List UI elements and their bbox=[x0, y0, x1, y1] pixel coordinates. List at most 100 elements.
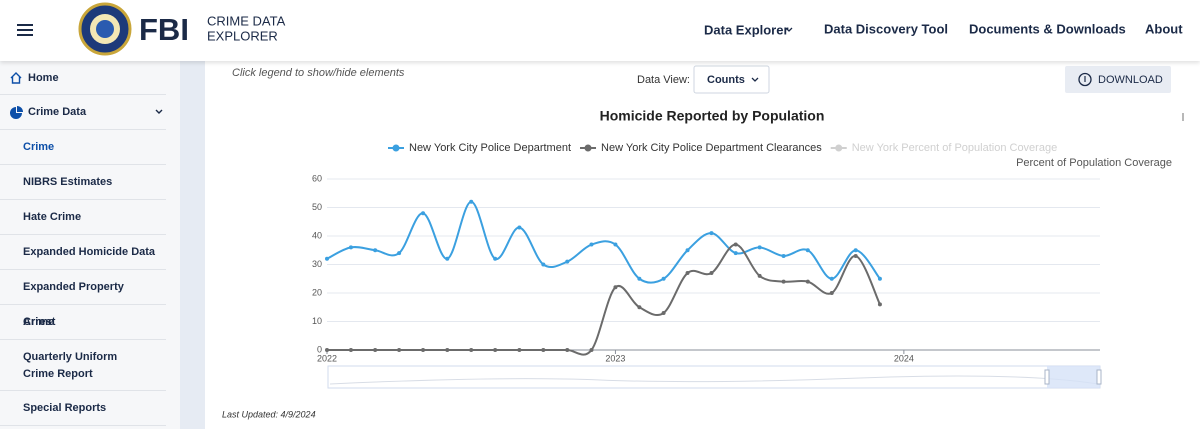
data-point bbox=[805, 279, 810, 284]
y2-axis-label: Percent of Population Coverage bbox=[1016, 157, 1172, 169]
data-point bbox=[541, 262, 546, 267]
fbi-seal[interactable] bbox=[78, 2, 132, 56]
data-point bbox=[445, 348, 450, 352]
sidebar-label[interactable]: Crime bbox=[23, 141, 55, 153]
data-point bbox=[853, 253, 858, 258]
data-point bbox=[373, 348, 378, 352]
data-point bbox=[397, 348, 402, 352]
data-point bbox=[829, 291, 834, 295]
data-point bbox=[325, 256, 329, 261]
sidebar-label[interactable]: Arrest bbox=[23, 316, 56, 328]
data-point bbox=[877, 302, 882, 307]
select-value[interactable]: Counts bbox=[707, 74, 745, 86]
legend-label[interactable]: New York Percent of Population Coverage bbox=[852, 142, 1057, 154]
legend-swatch[interactable] bbox=[392, 144, 400, 152]
data-point bbox=[661, 310, 666, 315]
sidebar-item[interactable]: Home bbox=[0, 61, 166, 95]
data-point bbox=[373, 248, 378, 253]
data-point bbox=[877, 276, 882, 281]
data-point bbox=[709, 271, 714, 276]
legend-swatch[interactable] bbox=[584, 144, 592, 152]
logo-text[interactable]: FBI bbox=[139, 12, 189, 47]
sidebar-item[interactable]: Hate Crime bbox=[0, 200, 166, 235]
last-updated: Last Updated: 4/9/2024 bbox=[222, 409, 316, 419]
y-tick-label: 40 bbox=[312, 230, 322, 240]
sidebar-item[interactable]: Special Reports bbox=[0, 391, 166, 426]
data-point bbox=[781, 253, 786, 258]
nav-item[interactable]: Documents & Downloads bbox=[969, 21, 1126, 36]
y-tick-label: 0 bbox=[317, 344, 322, 354]
data-point bbox=[469, 348, 474, 352]
menu-button[interactable] bbox=[17, 24, 33, 36]
nav-item[interactable]: Data Explorer bbox=[704, 22, 789, 37]
sidebar-item[interactable]: Quarterly Uniform Crime Report bbox=[0, 340, 166, 391]
brand-line[interactable]: EXPLORER bbox=[207, 28, 278, 43]
y-tick-label: 10 bbox=[312, 316, 322, 326]
main: Click legend to show/hide elements Data … bbox=[222, 65, 1184, 419]
sidebar-item[interactable]: Arrest bbox=[0, 305, 166, 340]
download-button[interactable]: DOWNLOAD bbox=[1065, 66, 1171, 93]
legend-label[interactable]: New York City Police Department bbox=[409, 142, 571, 154]
data-point bbox=[853, 248, 858, 253]
data-point bbox=[589, 242, 594, 247]
data-point bbox=[541, 348, 546, 352]
data-point bbox=[325, 348, 329, 352]
sidebar-item[interactable]: Expanded Property Crime bbox=[0, 270, 166, 328]
legend-swatch[interactable] bbox=[835, 144, 843, 152]
sidebar-label[interactable]: NIBRS Estimates bbox=[23, 176, 113, 188]
sidebar-label[interactable]: Home bbox=[28, 72, 59, 84]
hint: Click legend to show/hide elements bbox=[232, 67, 405, 79]
data-point bbox=[348, 348, 353, 352]
data-point bbox=[637, 305, 642, 310]
data-point bbox=[757, 245, 762, 250]
data-point bbox=[517, 225, 522, 230]
sidebar-label[interactable]: Expanded Homicide Data bbox=[23, 246, 156, 258]
x-tick-label: 2022 bbox=[317, 353, 337, 363]
sidebar-label[interactable]: Special Reports bbox=[23, 402, 107, 414]
data-point bbox=[637, 276, 642, 281]
x-tick-label: 2024 bbox=[894, 353, 914, 363]
data-point bbox=[517, 348, 522, 352]
sidebar-item[interactable]: NIBRS Estimates bbox=[0, 165, 166, 200]
chart-title: Homicide Reported by Population bbox=[600, 108, 825, 124]
x-tick-label: 2023 bbox=[605, 353, 625, 363]
sidebar-item[interactable]: Crime bbox=[0, 130, 166, 165]
nav-chevron bbox=[785, 27, 793, 32]
sidebar-item[interactable]: Crime Data bbox=[0, 95, 166, 130]
data-point bbox=[565, 348, 570, 352]
data-zoom[interactable] bbox=[327, 365, 1102, 389]
data-view-label: Data View: bbox=[637, 74, 690, 86]
data-point bbox=[348, 245, 353, 250]
sidebar-label[interactable]: Quarterly Uniform Crime Report bbox=[23, 351, 118, 380]
brand-line[interactable]: CRIME DATA bbox=[207, 13, 286, 28]
sidebar-item[interactable]: Expanded Homicide Data bbox=[0, 235, 166, 270]
data-point bbox=[613, 285, 618, 290]
series-line bbox=[327, 243, 881, 356]
pie-icon bbox=[10, 105, 23, 119]
sidebar-label[interactable]: Crime Data bbox=[28, 106, 87, 118]
series-line bbox=[326, 200, 881, 284]
header: FBI CRIME DATA EXPLORER Data Explorer Da… bbox=[0, 0, 1200, 61]
download-label[interactable]: DOWNLOAD bbox=[1098, 74, 1163, 86]
legend-label[interactable]: New York City Police Department Clearanc… bbox=[601, 142, 822, 154]
sidebar-label[interactable]: Expanded Property Crime bbox=[23, 281, 124, 328]
y-tick-label: 60 bbox=[312, 173, 322, 183]
data-point bbox=[397, 251, 402, 256]
nav-item[interactable]: Data Discovery Tool bbox=[824, 21, 948, 36]
data-point bbox=[421, 348, 426, 352]
data-point bbox=[757, 273, 762, 278]
data-point bbox=[493, 348, 498, 352]
data-point bbox=[493, 256, 498, 261]
data-point bbox=[709, 231, 714, 236]
sidebar-label[interactable]: Hate Crime bbox=[23, 211, 82, 223]
nav-item[interactable]: About bbox=[1145, 21, 1183, 36]
data-point bbox=[565, 259, 570, 264]
data-point bbox=[805, 248, 810, 253]
data-point bbox=[445, 256, 450, 261]
header-bar: FBI CRIME DATA EXPLORER Data Explorer Da… bbox=[17, 2, 1183, 56]
data-view-select[interactable]: Counts bbox=[693, 65, 770, 94]
data-point bbox=[421, 211, 426, 216]
y-tick-label: 50 bbox=[312, 202, 322, 212]
data-point bbox=[733, 242, 738, 247]
data-point bbox=[685, 271, 690, 276]
